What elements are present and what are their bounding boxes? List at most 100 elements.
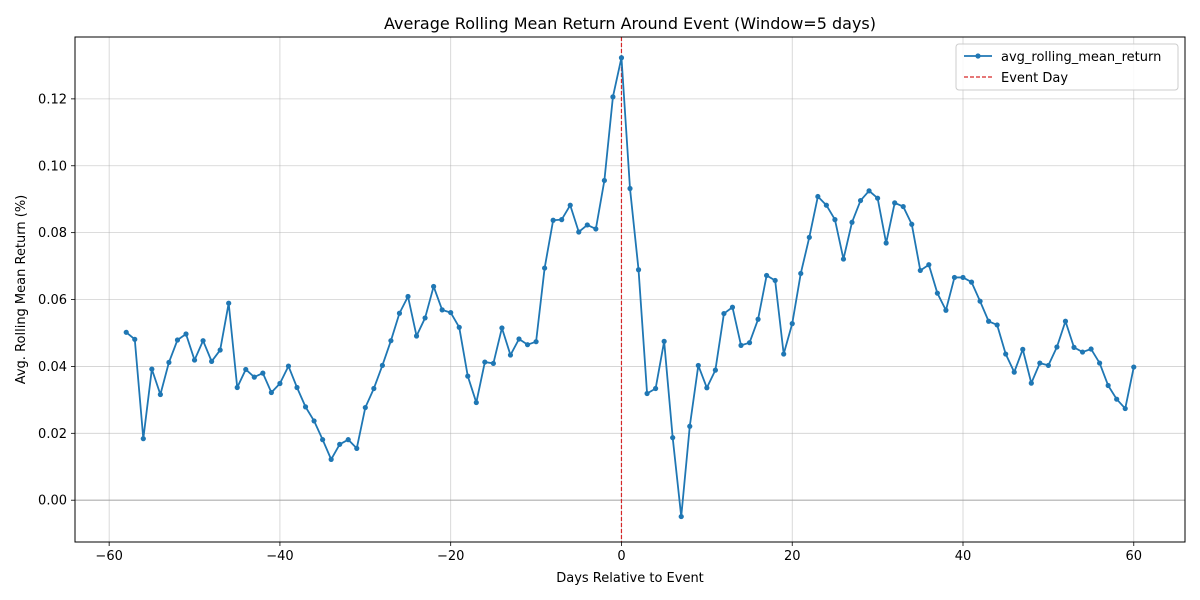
data-point <box>968 279 975 285</box>
data-point <box>687 423 693 429</box>
data-point <box>1131 364 1137 370</box>
data-point <box>789 321 795 327</box>
data-point <box>1114 396 1120 402</box>
data-point <box>849 219 855 225</box>
data-point <box>209 358 215 365</box>
data-point <box>260 370 266 376</box>
data-point <box>345 437 351 443</box>
data-point <box>277 380 283 387</box>
data-point <box>875 195 881 201</box>
data-point <box>695 362 701 369</box>
data-point <box>627 185 633 192</box>
data-point <box>653 385 659 392</box>
data-point <box>567 202 573 208</box>
data-point <box>140 436 146 442</box>
data-point <box>823 202 829 208</box>
data-point <box>559 217 565 223</box>
x-tick-label: 60 <box>1125 549 1142 564</box>
data-point <box>738 342 744 348</box>
data-point <box>413 333 420 339</box>
legend-label-series: avg_rolling_mean_return <box>1001 50 1161 65</box>
data-point <box>379 362 385 369</box>
x-tick-label: −40 <box>266 549 293 564</box>
data-point <box>704 385 710 391</box>
data-point <box>635 267 642 273</box>
data-point <box>550 217 556 223</box>
data-point <box>132 336 138 342</box>
data-point <box>294 384 300 391</box>
data-point <box>328 456 334 462</box>
data-point <box>533 339 539 345</box>
data-point <box>593 226 599 232</box>
data-point <box>1037 360 1043 366</box>
x-tick-label: 40 <box>955 549 972 564</box>
data-point <box>337 441 343 447</box>
data-point <box>490 360 496 367</box>
data-point <box>465 373 471 379</box>
data-point <box>388 338 394 344</box>
data-point <box>507 352 514 358</box>
data-point <box>149 366 155 372</box>
data-point <box>772 277 778 284</box>
data-point <box>226 300 232 306</box>
data-point <box>448 309 454 316</box>
series-layer <box>123 37 1137 542</box>
data-point <box>1003 351 1009 357</box>
data-point <box>746 340 753 346</box>
data-point <box>1122 405 1128 412</box>
data-point <box>1054 344 1060 350</box>
legend-marker-series <box>975 53 981 59</box>
data-point <box>320 437 326 443</box>
data-point <box>926 262 932 268</box>
data-point <box>755 316 761 322</box>
legend-label-event: Event Day <box>1001 71 1068 86</box>
data-point <box>1045 362 1051 369</box>
data-point <box>900 203 906 210</box>
data-point <box>943 307 949 313</box>
data-point <box>661 338 667 344</box>
y-tick-label: 0.02 <box>38 427 67 442</box>
data-point <box>764 272 770 279</box>
y-tick-label: 0.10 <box>38 159 67 174</box>
data-point <box>516 336 522 342</box>
data-point <box>157 391 163 398</box>
data-point <box>909 221 915 227</box>
data-point <box>798 270 804 277</box>
data-point <box>584 222 590 228</box>
data-point <box>1105 382 1111 389</box>
plot-frame <box>74 36 1186 543</box>
data-point <box>251 374 257 380</box>
data-point <box>285 363 292 369</box>
data-point <box>1028 380 1034 386</box>
x-tick-label: −60 <box>95 549 122 564</box>
data-point <box>840 256 847 262</box>
data-point <box>892 200 898 206</box>
data-point <box>431 283 437 290</box>
y-tick-label: 0.00 <box>38 494 67 509</box>
data-point <box>815 193 821 200</box>
data-point <box>311 418 317 424</box>
data-point <box>721 310 727 317</box>
y-tick-label: 0.04 <box>38 360 67 375</box>
data-point <box>524 342 531 348</box>
data-point <box>670 435 676 441</box>
data-point <box>200 338 206 344</box>
data-point <box>857 197 864 204</box>
data-point <box>234 384 240 391</box>
data-point <box>473 399 479 406</box>
data-point <box>866 188 872 194</box>
tick-layer: −60 −40 −20 0 20 40 60 0.00 0.02 0.04 0.06 0.08 0.10… <box>38 92 1142 564</box>
x-tick-label: −20 <box>437 549 464 564</box>
data-point <box>268 389 274 396</box>
chart-title: Average Rolling Mean Return Around Event… <box>384 14 876 33</box>
data-point <box>1088 346 1094 352</box>
y-tick-label: 0.08 <box>38 226 67 241</box>
data-point <box>174 337 181 343</box>
data-point <box>166 359 172 366</box>
data-point <box>542 265 548 271</box>
data-point <box>354 445 360 451</box>
data-point <box>883 240 889 246</box>
data-point <box>123 329 129 335</box>
data-point <box>576 229 582 235</box>
